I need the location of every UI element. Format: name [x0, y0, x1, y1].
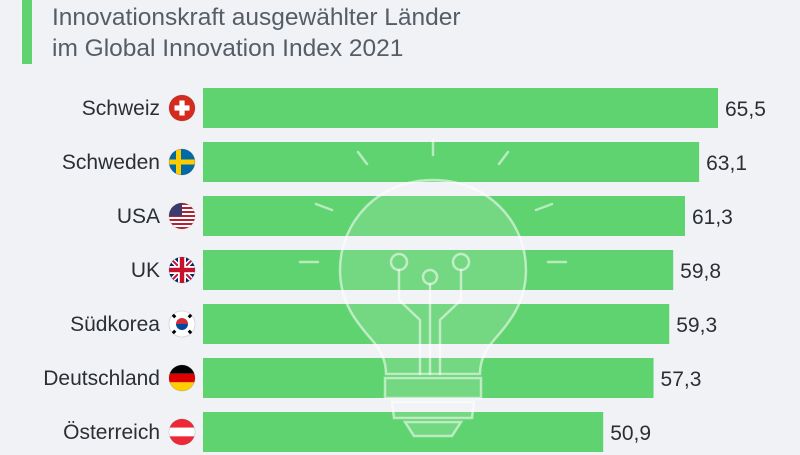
bar-4 — [203, 304, 670, 344]
chart-title-line-2: im Global Innovation Index 2021 — [52, 35, 404, 62]
category-label: Schweiz — [82, 97, 160, 120]
flag-south-korea-icon — [168, 310, 196, 338]
category-label: Österreich — [63, 421, 160, 444]
bar-3 — [203, 250, 674, 290]
bar-2 — [203, 196, 685, 236]
lightbulb-icon — [298, 138, 568, 438]
flag-germany-icon — [168, 364, 196, 392]
labels-layer: Schweiz 65,5 Schweden 63,1 USA 61,3 UK 59,8 Südk… — [43, 94, 766, 446]
flag-switzerland-icon — [168, 94, 196, 122]
value-label: 59,8 — [680, 260, 721, 283]
bar-0 — [203, 88, 718, 128]
flag-usa-icon — [168, 202, 196, 230]
category-label: Schweden — [62, 151, 160, 174]
flag-austria-icon — [168, 418, 196, 446]
flag-uk-icon — [168, 256, 196, 284]
value-label: 59,3 — [676, 314, 717, 337]
category-label: UK — [131, 259, 160, 282]
chart-title-line-1: Innovationskraft ausgewählter Länder — [52, 4, 461, 31]
value-label: 65,5 — [725, 98, 766, 121]
value-label: 61,3 — [692, 206, 733, 229]
bar-1 — [203, 142, 700, 182]
title-accent-bar — [22, 0, 32, 64]
category-label: USA — [117, 205, 160, 228]
chart-title: Innovationskraft ausgewählter Länder im … — [52, 2, 752, 64]
flag-sweden-icon — [168, 148, 196, 176]
category-label: Deutschland — [43, 367, 160, 390]
value-label: 57,3 — [661, 368, 702, 391]
category-label: Südkorea — [70, 313, 160, 336]
value-label: 63,1 — [706, 152, 747, 175]
value-label: 50,9 — [610, 422, 651, 445]
